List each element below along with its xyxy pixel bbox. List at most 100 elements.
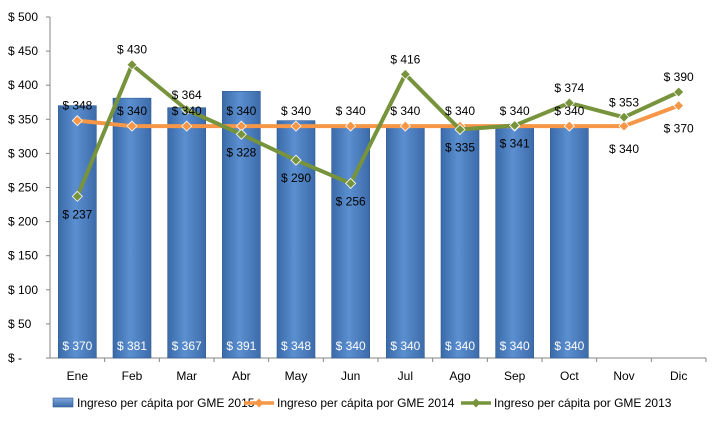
- series-2013-marker: [181, 104, 193, 116]
- series-2013-data-label: $ 353: [609, 95, 639, 109]
- series-2014-data-label: $ 340: [554, 104, 584, 118]
- series-2014-data-label: $ 340: [172, 104, 202, 118]
- y-tick-label: $ 100: [8, 283, 38, 297]
- bar: [495, 125, 534, 359]
- series-2014-marker: [71, 115, 83, 127]
- x-tick-label: Oct: [560, 369, 579, 383]
- series-2014-data-label: $ 370: [664, 122, 694, 136]
- data-labels-group: $ 370 $ 381 $ 367 $ 391 $ 348 $ 340 $ 340 $ 340…: [62, 43, 694, 353]
- legend-item-3-swatch-marker: [471, 398, 481, 408]
- legend-item-1-swatch: [52, 397, 74, 408]
- y-tick-label: $ 350: [8, 112, 38, 126]
- series-2014-marker: [399, 120, 411, 132]
- series-2013-data-label: $ 364: [172, 88, 202, 102]
- y-tick-label: $ 200: [8, 215, 38, 229]
- series-2013-line: [75, 62, 681, 199]
- series-2013-marker: [509, 119, 521, 132]
- series-2014-marker: [673, 100, 685, 112]
- bar: [550, 125, 589, 359]
- series-2014-data-label: $ 340: [281, 104, 311, 118]
- series-2014-data-label: $ 340: [336, 104, 366, 118]
- bar: [112, 97, 152, 359]
- series-2014-marker: [181, 120, 193, 132]
- series-2013-marker: [71, 190, 83, 202]
- y-tick-label: $ 450: [8, 44, 38, 58]
- y-tick-label: $ 400: [8, 78, 38, 92]
- x-tick-label: Jun: [341, 369, 360, 383]
- y-tick-label: $ 250: [8, 181, 38, 195]
- x-tick-label: Abr: [232, 369, 251, 383]
- x-tick-label: Sep: [504, 369, 526, 383]
- series-2014-data-label: $ 340: [500, 104, 530, 118]
- bar-data-label: $ 340: [445, 339, 475, 353]
- series-2014-data-label: $ 340: [445, 104, 475, 118]
- series-2014-data-label: $ 340: [390, 104, 420, 118]
- bar-data-label: $ 367: [172, 339, 202, 353]
- y-tick-label: $ 50: [8, 317, 32, 331]
- axes-group: $ - $ 50 $ 100 $ 150 $ 200 $ 250 $ 300 $ 350 $ 4…: [8, 10, 707, 383]
- series-2013-data-label: $ 237: [62, 207, 92, 221]
- series-2014-data-label: $ 340: [117, 104, 147, 118]
- bar: [386, 125, 425, 359]
- y-tick-label: $ -: [8, 351, 22, 365]
- series-2013-marker: [454, 123, 466, 136]
- series-2013-marker: [563, 97, 575, 109]
- bar-data-label: $ 348: [281, 339, 311, 353]
- legend-item-3-label: Ingreso per cápita por GME 2013: [494, 396, 672, 410]
- series-2014-marker: [345, 120, 357, 132]
- bar-data-label: $ 340: [554, 339, 584, 353]
- series-2014-marker: [618, 120, 630, 132]
- series-2013-marker: [673, 86, 685, 98]
- series-2013-data-label: $ 374: [554, 81, 584, 95]
- x-tick-label: Dic: [670, 369, 687, 383]
- legend-item-1-label: Ingreso per cápita por GME 2015: [77, 396, 255, 410]
- bar-data-label: $ 391: [226, 339, 256, 353]
- x-tick-label: Feb: [122, 369, 143, 383]
- series-2013-data-label: $ 341: [500, 136, 530, 150]
- bar-data-label: $ 370: [62, 339, 92, 353]
- lines-group: [71, 59, 685, 202]
- y-tick-label: $ 300: [8, 146, 38, 160]
- series-2013-marker: [345, 177, 357, 189]
- legend: Ingreso per cápita por GME 2015 Ingreso p…: [52, 396, 672, 410]
- bar: [58, 105, 97, 359]
- series-2014-data-label: $ 348: [62, 99, 92, 113]
- x-tick-label: Mar: [176, 369, 197, 383]
- legend-item-2-label: Ingreso per cápita por GME 2014: [277, 396, 455, 410]
- series-2013-marker: [399, 68, 411, 80]
- x-tick-label: Jul: [398, 369, 413, 383]
- series-2013-data-label: $ 290: [281, 171, 311, 185]
- series-2014-marker: [126, 120, 138, 132]
- series-2013-marker: [235, 128, 247, 140]
- series-2014-marker: [290, 120, 302, 132]
- bar-data-label: $ 340: [390, 339, 420, 353]
- x-tick-label: Ene: [67, 369, 89, 383]
- x-tick-label: Nov: [613, 369, 634, 383]
- series-2014-marker: [563, 120, 575, 132]
- y-tick-label: $ 150: [8, 249, 38, 263]
- x-tick-label: May: [285, 369, 308, 383]
- bar-data-label: $ 381: [117, 339, 147, 353]
- bar: [440, 125, 480, 359]
- series-2013-data-label: $ 335: [445, 141, 475, 155]
- bars-group: [58, 91, 589, 359]
- bar-data-label: $ 340: [500, 339, 530, 353]
- series-2013-data-label: $ 256: [336, 194, 366, 208]
- series-2013-marker: [290, 154, 302, 166]
- legend-item-2-swatch-marker: [254, 398, 264, 408]
- series-2013-marker: [618, 111, 630, 123]
- series-2014-data-label: $ 340: [609, 142, 639, 156]
- series-2013-data-label: $ 328: [226, 145, 256, 159]
- series-2013-data-label: $ 430: [117, 43, 147, 57]
- y-tick-label: $ 500: [8, 10, 38, 24]
- x-tick-label: Ago: [449, 369, 471, 383]
- series-2013-data-label: $ 416: [390, 52, 420, 66]
- series-2013-marker: [126, 59, 138, 71]
- bar: [331, 125, 370, 359]
- series-2013-data-label: $ 390: [664, 70, 694, 84]
- bar-data-label: $ 340: [336, 339, 366, 353]
- series-2014-data-label: $ 340: [226, 104, 256, 118]
- bar: [167, 107, 206, 359]
